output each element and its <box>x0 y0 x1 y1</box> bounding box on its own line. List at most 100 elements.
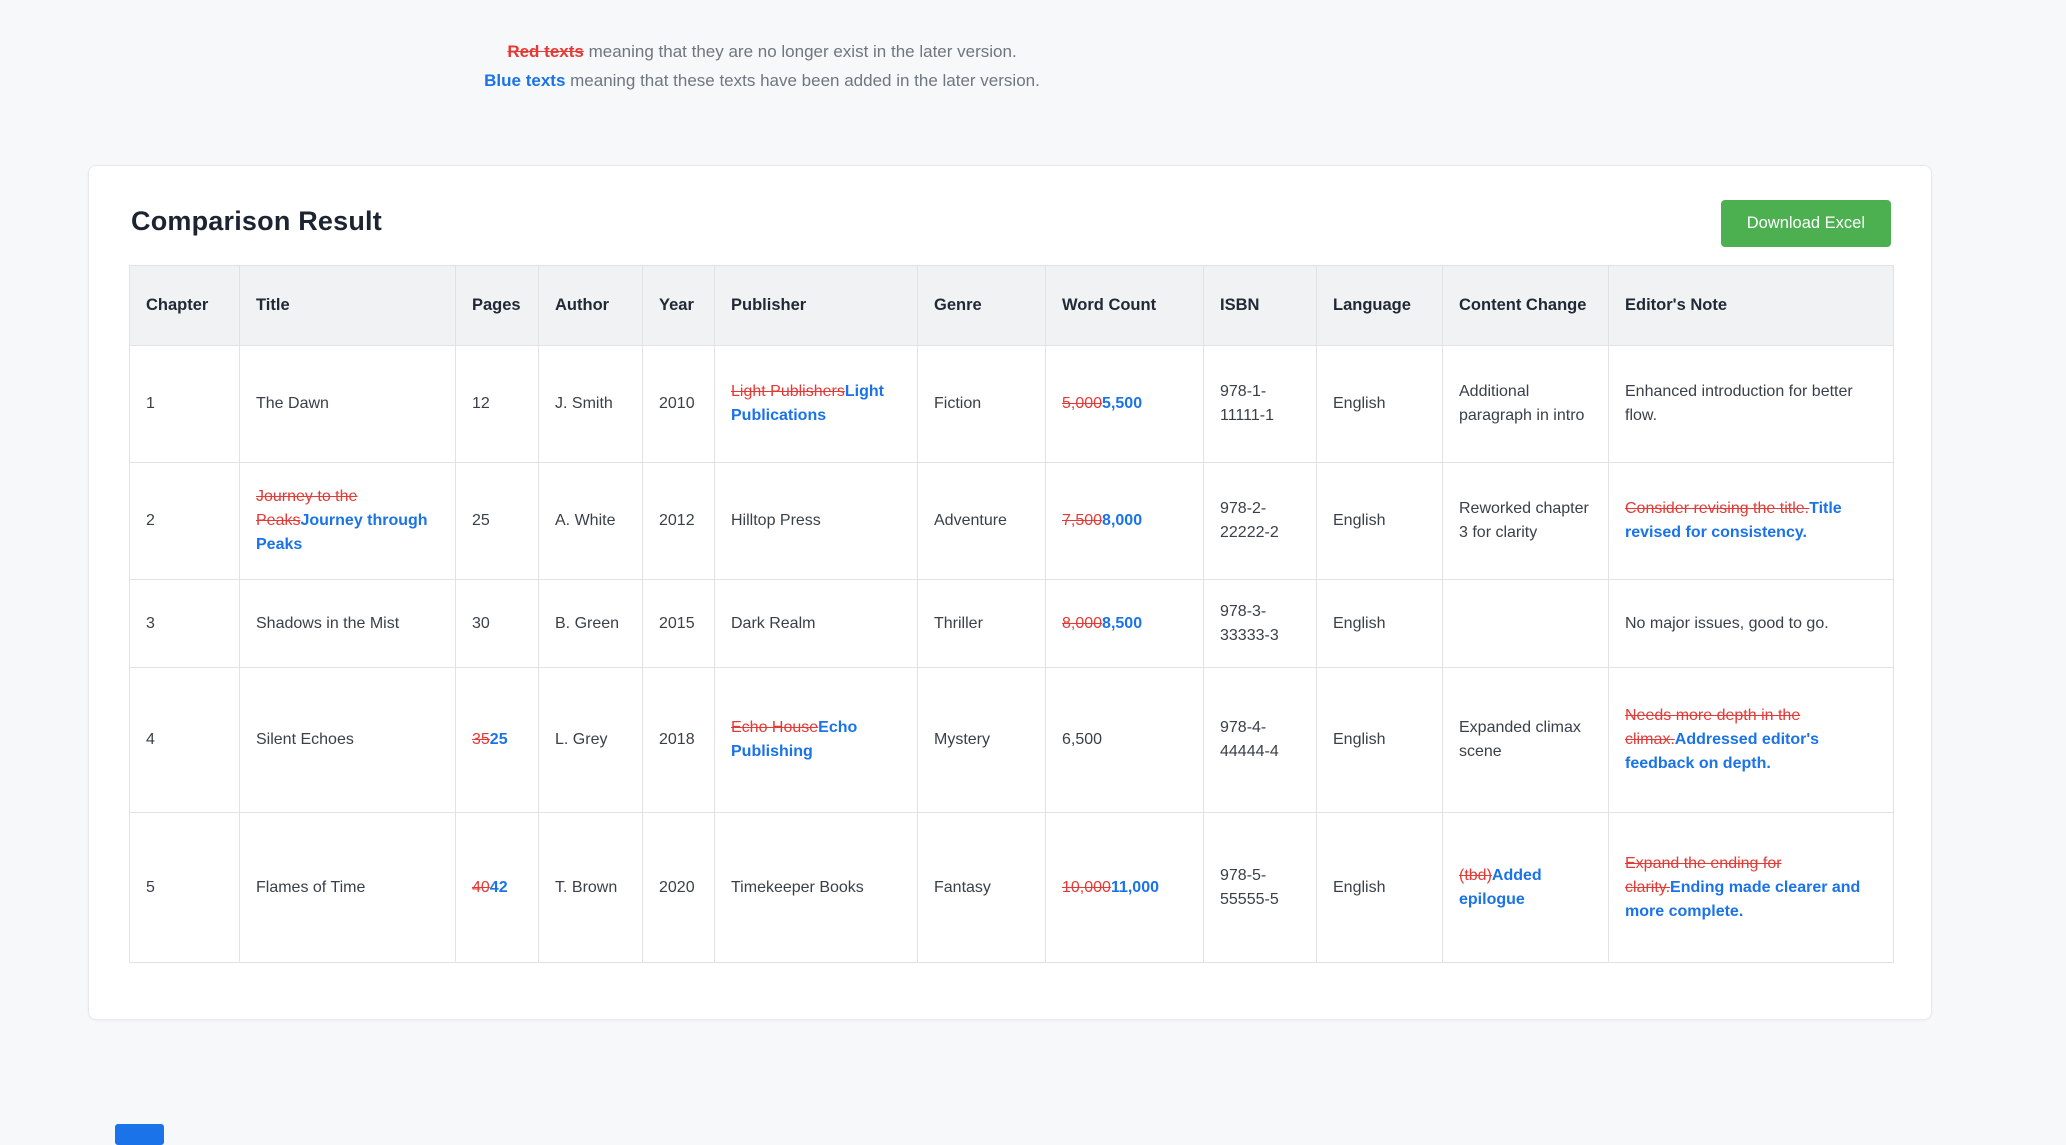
download-excel-button[interactable]: Download Excel <box>1720 200 1891 248</box>
table-cell: English <box>1316 462 1443 581</box>
legend-removed-desc: meaning that they are no longer exist in… <box>583 42 1017 61</box>
normal-text: Reworked chapter 3 for clarity <box>1459 500 1589 542</box>
normal-text: Shadows in the Mist <box>256 614 400 632</box>
column-header-title: Title <box>239 265 456 347</box>
table-cell: 2010 <box>642 345 715 464</box>
normal-text: 12 <box>472 395 490 413</box>
table-cell: No major issues, good to go. <box>1608 579 1894 669</box>
removed-text: Needs more depth in the climax. <box>1625 707 1801 749</box>
table-cell: 10,00011,000 <box>1045 812 1204 964</box>
normal-text: 25 <box>472 512 490 530</box>
normal-text: 2010 <box>659 395 695 413</box>
table-cell: 2018 <box>642 667 715 814</box>
added-text: 42 <box>489 878 508 896</box>
table-cell: T. Brown <box>538 812 643 964</box>
table-cell: Enhanced introduction for better flow. <box>1608 345 1894 464</box>
removed-text: Expand the ending for clarity. <box>1625 854 1782 896</box>
added-text: Addressed editor's feedback on depth. <box>1625 731 1820 773</box>
normal-text: Additional paragraph in intro <box>1459 383 1585 425</box>
table-cell: 12 <box>455 345 539 464</box>
table-cell: Shadows in the Mist <box>239 579 456 669</box>
column-header-chapter: Chapter <box>129 265 240 347</box>
column-header-editor-s-note: Editor's Note <box>1608 265 1894 347</box>
normal-text: 978-4-44444-4 <box>1220 719 1279 761</box>
normal-text: Timekeeper Books <box>731 878 864 896</box>
table-cell: (tbd)Added epilogue <box>1442 812 1609 964</box>
normal-text: B. Green <box>555 614 620 632</box>
table-cell: Needs more depth in the climax.Addressed… <box>1608 667 1894 814</box>
table-cell: 2012 <box>642 462 715 581</box>
comparison-table: Chapter Title Pages Author Year Publisher Genr… <box>129 265 1894 964</box>
normal-text: 5 <box>146 878 155 896</box>
normal-text: English <box>1333 512 1386 530</box>
table-cell: Echo HouseEcho Publishing <box>714 667 918 814</box>
legend-removed-line: Red texts meaning that they are no longe… <box>0 40 1524 65</box>
table-cell: J. Smith <box>538 345 643 464</box>
normal-text: Mystery <box>934 731 990 749</box>
table-row: 1 The Dawn 12 J. Smith 2010 Light PublishersL… <box>129 345 1894 464</box>
column-header-genre: Genre <box>917 265 1046 347</box>
table-cell: 3 <box>129 579 240 669</box>
column-header-content-change: Content Change <box>1442 265 1609 347</box>
table-cell: English <box>1316 579 1443 669</box>
table-cell: 978-2-22222-2 <box>1203 462 1317 581</box>
table-cell: 4 <box>129 667 240 814</box>
normal-text: 2015 <box>659 614 695 632</box>
added-text: 11,000 <box>1110 878 1159 896</box>
table-cell: Consider revising the title.Title revise… <box>1608 462 1894 581</box>
normal-text: Hilltop Press <box>731 512 821 530</box>
added-text: Added epilogue <box>1459 866 1542 908</box>
table-cell: 978-3-33333-3 <box>1203 579 1317 669</box>
table-cell: Reworked chapter 3 for clarity <box>1442 462 1609 581</box>
table-cell: 5,0005,500 <box>1045 345 1204 464</box>
legend-added-desc: meaning that these texts have been added… <box>565 70 1040 90</box>
table-cell: 4042 <box>455 812 539 964</box>
table-cell: Fiction <box>917 345 1046 464</box>
added-text: Title revised for consistency. <box>1625 500 1842 542</box>
normal-text: L. Grey <box>555 731 608 749</box>
normal-text: English <box>1333 731 1386 749</box>
normal-text: The Dawn <box>256 395 329 413</box>
card-header: Comparison Result Download Excel <box>129 200 1891 248</box>
normal-text: Fiction <box>934 395 982 413</box>
normal-text: Silent Echoes <box>256 731 354 749</box>
removed-text: Light Publishers <box>731 383 845 401</box>
removed-text: 8,000 <box>1062 614 1103 632</box>
normal-text: 978-1-11111-1 <box>1220 383 1274 425</box>
table-cell: English <box>1316 667 1443 814</box>
table-cell: 5 <box>129 812 240 964</box>
table-cell: 6,500 <box>1045 667 1204 814</box>
table-row: 3 Shadows in the Mist 30 B. Green 2015 Dark R… <box>129 579 1894 669</box>
legend-added-line: Blue texts meaning that these texts have… <box>0 69 1524 94</box>
added-text: 25 <box>489 731 508 749</box>
legend-removed-label: Red texts <box>507 42 584 61</box>
normal-text: J. Smith <box>555 395 613 413</box>
removed-text: Echo House <box>731 719 819 737</box>
table-header-row: Chapter Title Pages Author Year Publisher Genr… <box>129 265 1894 347</box>
table-cell: Dark Realm <box>714 579 918 669</box>
column-header-author: Author <box>538 265 643 347</box>
table-cell: 2015 <box>642 579 715 669</box>
added-text: Ending made clearer and more complete. <box>1625 878 1861 920</box>
normal-text: 1 <box>146 395 155 413</box>
table-cell: Expand the ending for clarity.Ending mad… <box>1608 812 1894 964</box>
added-text: Journey through Peaks <box>256 512 428 554</box>
table-cell: The Dawn <box>239 345 456 464</box>
normal-text: Adventure <box>934 512 1007 530</box>
table-cell: Thriller <box>917 579 1046 669</box>
table-cell: 8,0008,500 <box>1045 579 1204 669</box>
table-cell: 978-5-55555-5 <box>1203 812 1317 964</box>
column-header-publisher: Publisher <box>714 265 918 347</box>
normal-text: 4 <box>146 731 155 749</box>
normal-text: Expanded climax scene <box>1459 719 1581 761</box>
table-cell: 30 <box>455 579 539 669</box>
table-cell: English <box>1316 345 1443 464</box>
column-header-pages: Pages <box>455 265 539 347</box>
normal-text: 3 <box>146 614 155 632</box>
normal-text: 2 <box>146 512 155 530</box>
table-cell: Silent Echoes <box>239 667 456 814</box>
removed-text: Journey to the Peaks <box>256 488 358 530</box>
normal-text: Fantasy <box>934 878 991 896</box>
table-cell: Journey to the PeaksJourney through Peak… <box>239 462 456 581</box>
comparison-result-card: Comparison Result Download Excel Chapter… <box>88 165 1932 1021</box>
